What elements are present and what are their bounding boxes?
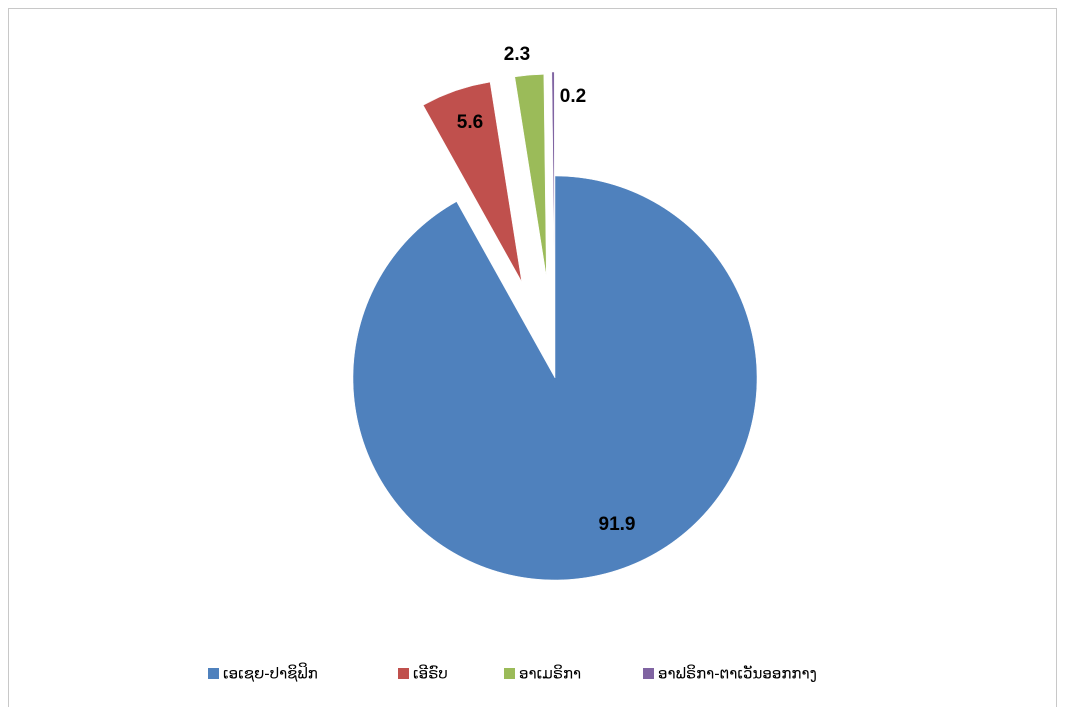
legend-swatch	[398, 668, 409, 679]
legend-label: ອາຟຣິກາ-ຕາເວັນອອກກາງ	[658, 663, 817, 682]
legend-swatch	[643, 668, 654, 679]
pie-slice	[422, 81, 522, 282]
data-label: 0.2	[560, 86, 586, 107]
data-label: 5.6	[457, 112, 483, 133]
legend-label: ອາເມຣິກາ	[519, 663, 581, 682]
legend-label: ເອີຣົບ	[413, 663, 448, 682]
pie-slice	[551, 71, 555, 275]
legend-label: ເອເຊຍ-ປາຊິຟິກ	[223, 661, 318, 682]
pie-slice	[514, 74, 547, 277]
pie-slice	[352, 175, 758, 581]
data-label: 91.9	[599, 514, 636, 535]
legend-swatch	[208, 668, 219, 679]
data-label: 2.3	[504, 44, 530, 65]
legend-swatch	[504, 668, 515, 679]
